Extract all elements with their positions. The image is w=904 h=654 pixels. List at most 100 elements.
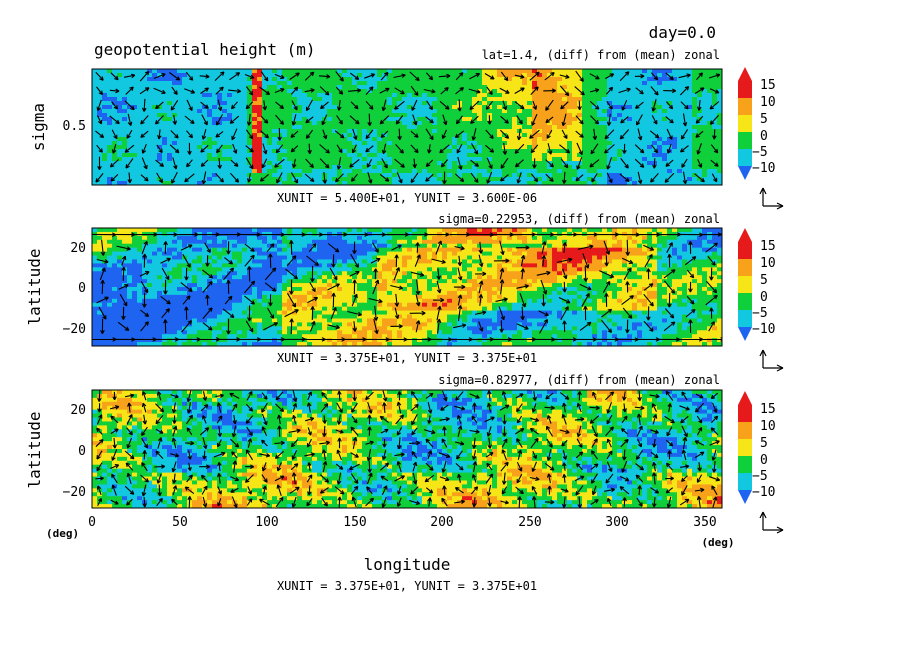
contour-cell <box>247 157 253 162</box>
panel2-subtitle: sigma=0.22953, (diff) from (mean) zonal <box>438 212 720 226</box>
contour-cell <box>422 125 428 130</box>
contour-cell <box>357 181 363 185</box>
contour-cell <box>312 255 318 261</box>
contour-cell <box>372 125 378 130</box>
contour-cell <box>302 97 308 102</box>
contour-cell <box>702 251 708 257</box>
contour-cell <box>622 228 628 233</box>
contour-cell <box>317 121 323 126</box>
contour-cell <box>297 145 303 150</box>
contour-cell <box>697 228 703 233</box>
contour-cell <box>667 165 673 170</box>
contour-cell <box>412 169 418 174</box>
contour-cell <box>697 235 703 241</box>
panel1-colorbar-label: 5 <box>760 112 768 127</box>
wind-vector <box>379 115 390 125</box>
contour-cell <box>307 255 313 261</box>
contour-cell <box>452 105 458 110</box>
contour-cell <box>312 121 318 126</box>
contour-cell <box>707 141 713 146</box>
contour-cell <box>482 169 488 174</box>
contour-cell <box>287 153 293 158</box>
contour-cell <box>252 255 258 261</box>
contour-cell <box>632 145 638 150</box>
contour-cell <box>222 97 228 102</box>
contour-cell <box>287 169 293 174</box>
contour-cell <box>567 81 573 86</box>
contour-cell <box>602 247 608 253</box>
contour-cell <box>427 73 433 78</box>
contour-cell <box>192 149 198 154</box>
contour-cell <box>527 165 533 170</box>
contour-cell <box>382 105 388 110</box>
contour-cell <box>292 133 298 138</box>
contour-cell <box>702 125 708 130</box>
contour-cell <box>322 255 328 261</box>
contour-cell <box>267 177 273 182</box>
contour-cell <box>567 255 573 261</box>
contour-cell <box>107 181 113 185</box>
contour-cell <box>122 157 128 162</box>
contour-cell <box>117 85 123 90</box>
contour-cell <box>712 247 718 253</box>
contour-cell <box>307 97 313 102</box>
wind-vector <box>604 144 615 154</box>
contour-cell <box>197 169 203 174</box>
contour-cell <box>202 73 208 78</box>
contour-cell <box>637 141 643 146</box>
contour-cell <box>457 121 463 126</box>
contour-cell <box>717 149 722 154</box>
contour-cell <box>207 169 213 174</box>
contour-cell <box>382 228 388 233</box>
contour-cell <box>322 77 328 82</box>
contour-cell <box>717 247 722 253</box>
contour-cell <box>687 125 693 130</box>
contour-cell <box>272 85 278 90</box>
wind-vector <box>637 128 643 141</box>
contour-cell <box>162 97 168 102</box>
contour-cell <box>687 145 693 150</box>
contour-cell <box>667 97 673 102</box>
contour-cell <box>492 149 498 154</box>
contour-cell <box>132 255 138 261</box>
contour-cell <box>697 141 703 146</box>
contour-cell <box>287 173 293 178</box>
contour-cell <box>692 173 698 178</box>
contour-cell <box>112 165 118 170</box>
contour-cell <box>217 145 223 150</box>
contour-cell <box>272 121 278 126</box>
contour-cell <box>262 255 268 261</box>
contour-cell <box>117 239 123 245</box>
contour-cell <box>552 129 558 134</box>
contour-cell <box>567 235 573 241</box>
contour-cell <box>112 81 118 86</box>
contour-cell <box>212 255 218 261</box>
contour-cell <box>447 81 453 86</box>
contour-cell <box>627 141 633 146</box>
contour-cell <box>482 89 488 94</box>
contour-cell <box>562 228 568 233</box>
contour-cell <box>452 137 458 142</box>
contour-cell <box>162 69 168 74</box>
contour-cell <box>472 69 478 74</box>
contour-cell <box>617 69 623 74</box>
contour-cell <box>707 85 713 90</box>
contour-cell <box>657 149 663 154</box>
contour-cell <box>292 145 298 150</box>
contour-cell <box>232 165 238 170</box>
contour-cell <box>617 133 623 138</box>
panel1-colorbar-band <box>738 115 752 132</box>
contour-cell <box>122 141 128 146</box>
contour-cell <box>267 247 273 253</box>
contour-cell <box>102 173 108 178</box>
contour-cell <box>332 125 338 130</box>
contour-cell <box>712 97 718 102</box>
contour-cell <box>267 109 273 114</box>
contour-cell <box>547 89 553 94</box>
contour-cell <box>387 101 393 106</box>
contour-cell <box>442 247 448 253</box>
contour-cell <box>217 77 223 82</box>
contour-cell <box>417 149 423 154</box>
contour-cell <box>692 85 698 90</box>
contour-cell <box>362 157 368 162</box>
